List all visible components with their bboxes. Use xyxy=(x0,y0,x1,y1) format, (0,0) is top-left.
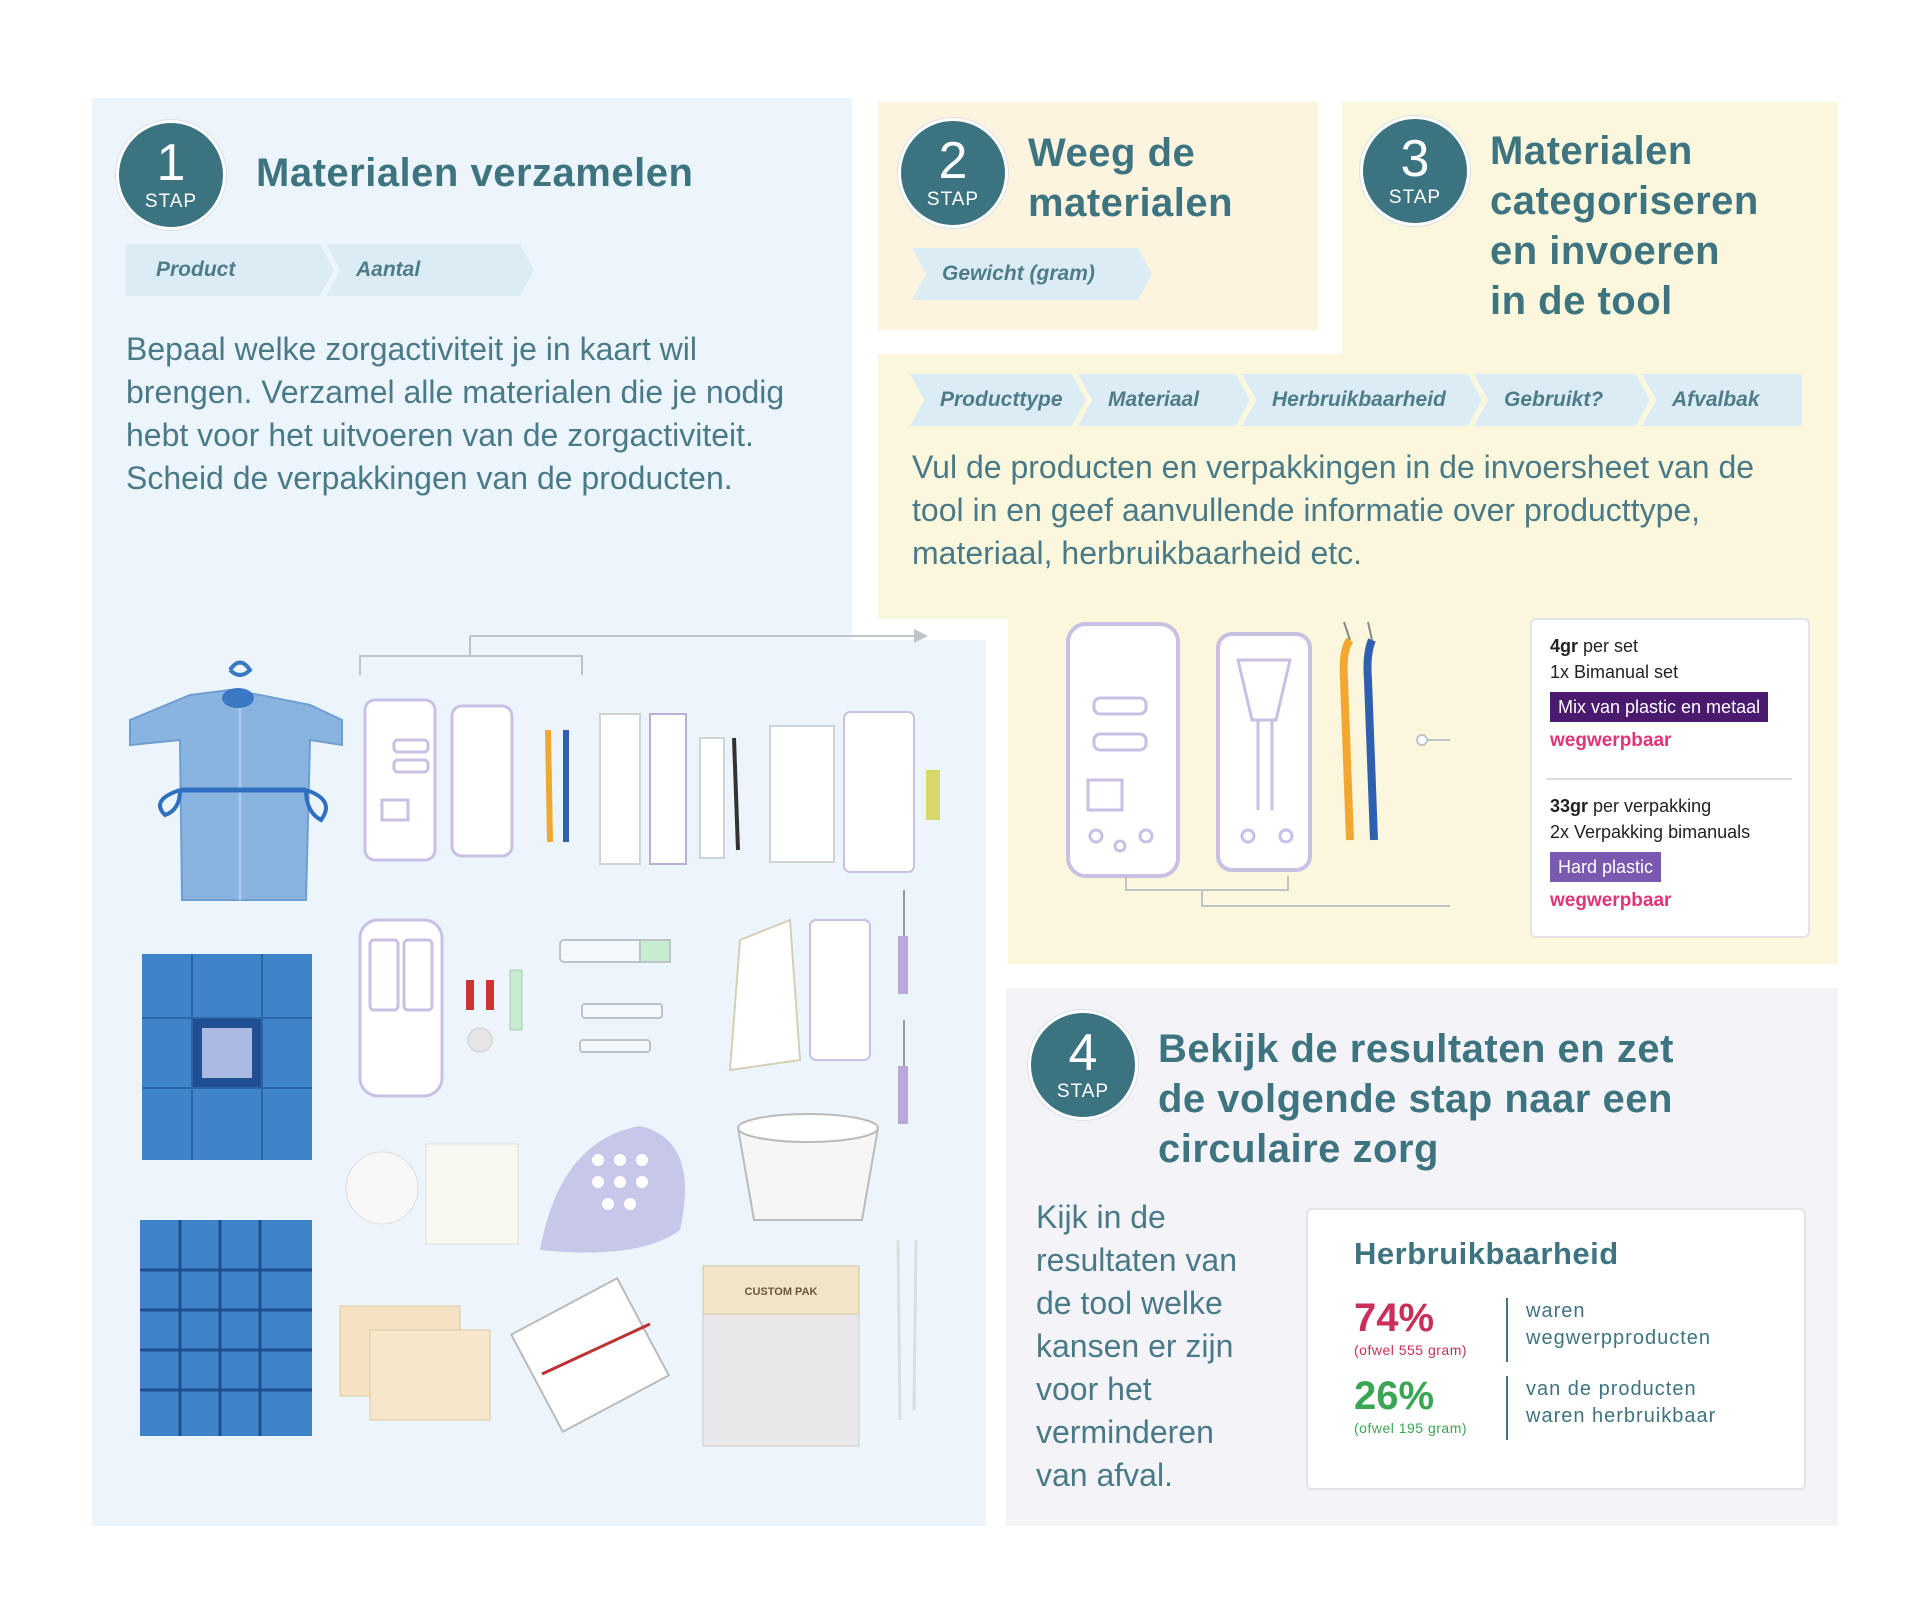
eye-shield-icon xyxy=(540,1126,685,1253)
gauze-pack-icon xyxy=(728,918,871,1072)
step4-body: Kijk in de resultaten van de tool welke … xyxy=(1036,1196,1237,1497)
step3-tag-herbruikbaarheid: Herbruikbaarheid xyxy=(1242,374,1482,426)
step4-body-line6: verminderen xyxy=(1036,1414,1214,1450)
step3-title-line3: en invoeren xyxy=(1490,229,1721,273)
results-heading: Herbruikbaarheid xyxy=(1354,1236,1619,1271)
item2-unit: per verpakking xyxy=(1588,796,1712,816)
step3-title-line2: categoriseren xyxy=(1490,179,1759,223)
scalpel-icon xyxy=(732,737,740,851)
step1-tag-product: Product xyxy=(126,244,334,296)
item2-weight: 33gr xyxy=(1550,796,1589,816)
step3-tag-producttype: Producttype xyxy=(910,374,1086,426)
tray-bracket xyxy=(1125,876,1289,891)
item2-reuse-label: wegwerpbaar xyxy=(1550,890,1672,911)
item1-reuse-label: wegwerpbaar xyxy=(1550,730,1672,751)
step2-tag-gewicht: Gewicht (gram) xyxy=(912,248,1152,300)
step1-badge: 1 STAP xyxy=(116,120,226,230)
result1-text: waren wegwerpproducten xyxy=(1526,1298,1711,1352)
step3-tag-gebruikt: Gebruikt? xyxy=(1474,374,1650,426)
gauze-icon xyxy=(425,1143,519,1245)
step1-title: Materialen verzamelen xyxy=(256,151,694,195)
cannula-icon xyxy=(898,890,908,1124)
result1-text-line2: wegwerpproducten xyxy=(1526,1327,1711,1349)
bimanual-instruments-icon xyxy=(545,729,569,843)
step3-stap-label: STAP xyxy=(1388,187,1442,208)
eye-shield-holes xyxy=(592,1154,648,1210)
step1-tag-aantal: Aantal xyxy=(326,244,534,296)
step4-title-line1: Bekijk de resultaten en zet xyxy=(1158,1027,1674,1071)
step4-body-line3: de tool welke xyxy=(1036,1285,1223,1321)
step4-badge: 4 STAP xyxy=(1028,1010,1138,1120)
step3-body: Vul de producten en verpakkingen in de i… xyxy=(912,449,1755,571)
tray-large-icon xyxy=(358,918,444,1098)
result2-text-line1: van de producten xyxy=(1526,1378,1697,1400)
step2-title-line1: Weeg de xyxy=(1028,131,1196,175)
cotton-swabs-icon xyxy=(896,1239,918,1421)
item2-weight-line: 33gr per verpakking xyxy=(1550,794,1711,818)
results-card: Herbruikbaarheid 74% (ofwel 555 gram) wa… xyxy=(1306,1208,1806,1490)
syringes-icon xyxy=(559,939,671,1053)
drape-large-icon xyxy=(140,1220,312,1436)
result2-divider xyxy=(1506,1376,1508,1440)
surgical-gown-icon xyxy=(129,660,343,901)
item1-weight: 4gr xyxy=(1550,636,1579,656)
step3-badge: 3 STAP xyxy=(1360,116,1470,226)
connector-icon xyxy=(926,770,940,820)
step3-tag-afvalbak: Afvalbak xyxy=(1642,374,1802,426)
card-divider xyxy=(1546,778,1792,780)
step4-title-line2: de volgende stap naar een xyxy=(1158,1077,1673,1121)
instruments-icon xyxy=(1339,621,1378,841)
step3-info-card: 4gr per set 1x Bimanual set Mix van plas… xyxy=(1530,618,1810,938)
step1-number: 1 xyxy=(156,134,186,192)
arrow-head-icon xyxy=(914,629,928,643)
step4-body-line2: resultaten van xyxy=(1036,1242,1238,1278)
cotton-pad-icon xyxy=(345,1151,419,1225)
result2-grams: (ofwel 195 gram) xyxy=(1354,1420,1468,1436)
result2-text-line2: waren herbruikbaar xyxy=(1526,1405,1717,1427)
result1-grams: (ofwel 555 gram) xyxy=(1354,1342,1468,1358)
packaging-icon xyxy=(599,711,915,873)
result2-percentage: 26% xyxy=(1354,1374,1435,1418)
step3-title-line4: in de tool xyxy=(1490,279,1673,323)
step3-tag-materiaal: Materiaal xyxy=(1078,374,1250,426)
step1-stap-label: STAP xyxy=(144,191,198,212)
step2-badge: 2 STAP xyxy=(898,118,1008,228)
result1-text-line1: waren xyxy=(1526,1300,1586,1322)
item2-desc: 2x Verpakking bimanuals xyxy=(1550,822,1751,842)
item1-unit: per set xyxy=(1578,636,1639,656)
drape-small-icon xyxy=(142,954,312,1160)
step4-title-line3: circulaire zorg xyxy=(1158,1127,1439,1171)
step2-number: 2 xyxy=(938,132,968,190)
result1-divider xyxy=(1506,1298,1508,1362)
item1-material-badge: Mix van plastic en metaal xyxy=(1550,692,1769,722)
step3-title-line1: Materialen xyxy=(1490,129,1693,173)
step2-title-line2: materialen xyxy=(1028,181,1234,225)
result2-text: van de producten waren herbruikbaar xyxy=(1526,1376,1716,1430)
bag-icon xyxy=(509,1276,671,1434)
step4-body-line4: kansen er zijn xyxy=(1036,1328,1234,1364)
custom-pak-label: CUSTOM PAK xyxy=(745,1286,818,1298)
step4-body-line5: voor het xyxy=(1036,1371,1152,1407)
step1-materials-illustration: CUSTOM PAK xyxy=(129,629,940,1447)
item1-desc: 1x Bimanual set xyxy=(1550,662,1679,682)
step3-number: 3 xyxy=(1400,130,1430,188)
step1-body: Bepaal welke zorgactiviteit je in kaart … xyxy=(126,331,785,496)
step4-body-line7: van afval. xyxy=(1036,1457,1173,1493)
step3-bimanual-illustration xyxy=(1066,621,1450,907)
result1-percentage: 74% xyxy=(1354,1296,1435,1340)
step4-number: 4 xyxy=(1068,1024,1098,1082)
item1-weight-line: 4gr per set xyxy=(1550,634,1638,658)
needles-icon xyxy=(466,969,523,1053)
step4-stap-label: STAP xyxy=(1056,1081,1110,1102)
step2-stap-label: STAP xyxy=(926,189,980,210)
step4-body-line1: Kijk in de xyxy=(1036,1199,1166,1235)
tray-icon xyxy=(363,698,514,862)
bracket-connector xyxy=(359,635,920,675)
item2-material-badge: Hard plastic xyxy=(1550,852,1662,882)
